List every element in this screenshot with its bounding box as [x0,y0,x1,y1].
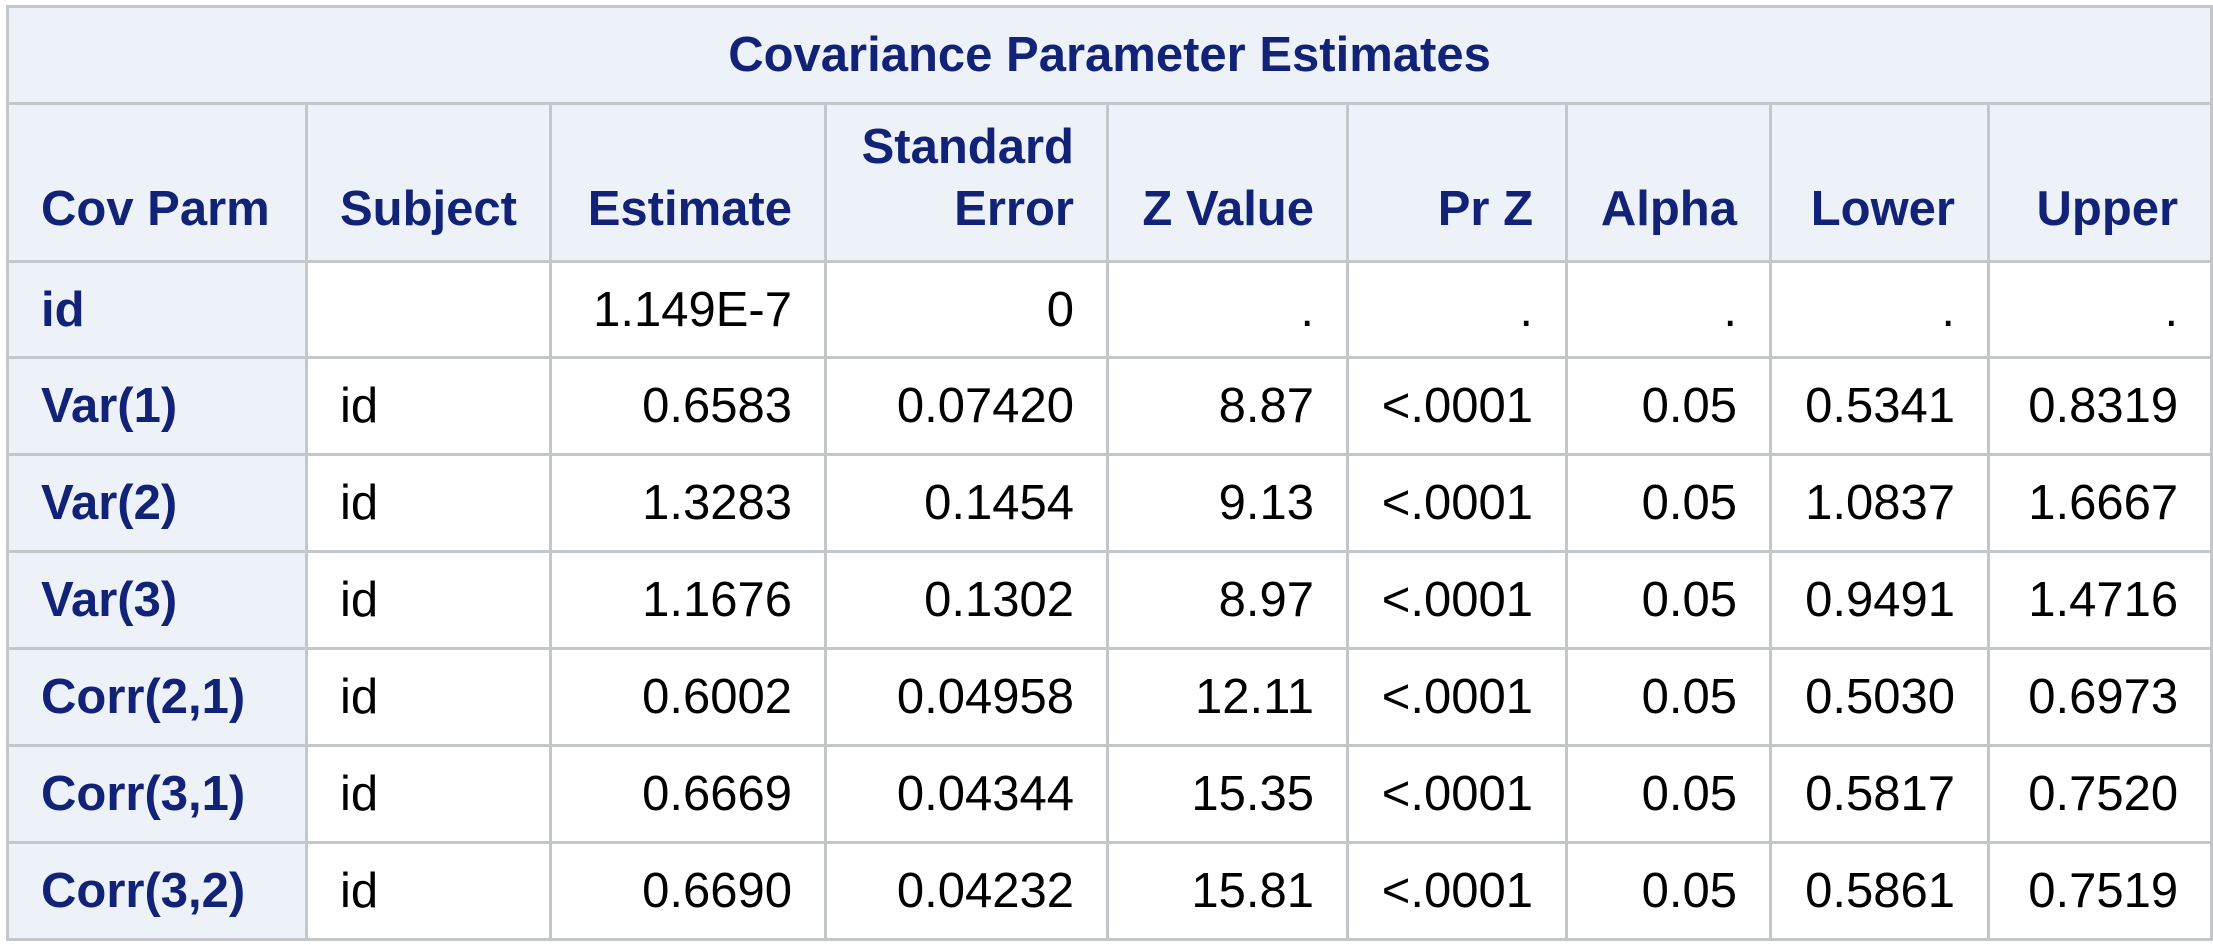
table-cell: 1.149E-7 [549,260,827,359]
table-cell: <.0001 [1346,453,1568,553]
table-cell: 12.11 [1106,647,1349,747]
table-cell: 0.1302 [824,550,1109,650]
table-cell: 0.9491 [1769,550,1990,650]
table-cell: id [305,841,552,941]
table-cell: 0.5030 [1769,647,1990,747]
covariance-parameter-table: Covariance Parameter Estimates Cov Parm … [5,5,2213,941]
row-header: Var(3) [6,550,308,650]
column-header-z-value: Z Value [1106,102,1349,263]
table-cell: 0.5817 [1769,744,1990,844]
table-row: Corr(3,2) id 0.6690 0.04232 15.81 <.0001… [6,841,2213,941]
table-cell: 0.6669 [549,744,827,844]
table-cell [305,260,552,359]
table-cell: 8.97 [1106,550,1349,650]
row-header: Var(1) [6,356,308,456]
table-cell: 1.0837 [1769,453,1990,553]
column-header-standard-error: Standard Error [824,102,1109,263]
column-header-estimate: Estimate [549,102,827,263]
column-header-row: Cov Parm Subject Estimate Standard Error… [6,102,2213,263]
table-cell: 0.6690 [549,841,827,941]
table-row: Corr(2,1) id 0.6002 0.04958 12.11 <.0001… [6,647,2213,747]
table-row: Corr(3,1) id 0.6669 0.04344 15.35 <.0001… [6,744,2213,844]
table-cell: 1.6667 [1986,453,2213,553]
table-cell: <.0001 [1346,841,1568,941]
table-cell: . [1769,260,1990,359]
table-cell: . [1346,260,1568,359]
table-wrapper: Covariance Parameter Estimates Cov Parm … [5,5,2213,941]
table-cell: 0.07420 [824,356,1109,456]
table-cell: . [1106,260,1349,359]
table-cell: id [305,647,552,747]
table-cell: 0.05 [1565,453,1772,553]
table-cell: 0.8319 [1986,356,2213,456]
table-row: Var(3) id 1.1676 0.1302 8.97 <.0001 0.05… [6,550,2213,650]
table-cell: <.0001 [1346,647,1568,747]
table-cell: 0.05 [1565,647,1772,747]
table-cell: . [1986,260,2213,359]
table-cell: 0 [824,260,1109,359]
table-cell: id [305,453,552,553]
column-header-line2: Z Value [1142,182,1314,236]
table-cell: 1.1676 [549,550,827,650]
column-header-lower: Lower [1769,102,1990,263]
column-header-line2: Upper [2036,182,2179,236]
table-title: Covariance Parameter Estimates [5,5,2213,105]
table-cell: 0.6583 [549,356,827,456]
row-header: Corr(3,1) [6,744,308,844]
table-cell: <.0001 [1346,744,1568,844]
table-cell: id [305,550,552,650]
table-cell: <.0001 [1346,550,1568,650]
column-header-subject: Subject [305,102,552,263]
column-header-line2: Error [954,182,1074,236]
column-header-line2: Cov Parm [41,182,270,236]
column-header-cov-parm: Cov Parm [6,102,308,263]
table-cell: id [305,356,552,456]
table-cell: 1.4716 [1986,550,2213,650]
table-cell: 0.7519 [1986,841,2213,941]
table-cell: 0.05 [1565,841,1772,941]
table-row: Var(1) id 0.6583 0.07420 8.87 <.0001 0.0… [6,356,2213,456]
column-header-line1: Standard [861,120,1074,174]
column-header-line2: Estimate [587,182,792,236]
column-header-line2: Alpha [1600,182,1737,236]
row-header: Corr(3,2) [6,841,308,941]
table-cell: 1.3283 [549,453,827,553]
table-cell: . [1565,260,1772,359]
table-cell: 0.5861 [1769,841,1990,941]
row-header: Var(2) [6,453,308,553]
table-cell: 0.5341 [1769,356,1990,456]
table-cell: <.0001 [1346,356,1568,456]
table-cell: 0.04232 [824,841,1109,941]
column-header-alpha: Alpha [1565,102,1772,263]
row-header: Corr(2,1) [6,647,308,747]
table-cell: 8.87 [1106,356,1349,456]
table-cell: 15.35 [1106,744,1349,844]
column-header-line2: Lower [1810,182,1955,236]
table-cell: 15.81 [1106,841,1349,941]
table-row: id 1.149E-7 0 . . . . . [6,260,2213,359]
table-cell: 0.05 [1565,744,1772,844]
table-row: Var(2) id 1.3283 0.1454 9.13 <.0001 0.05… [6,453,2213,553]
column-header-upper: Upper [1986,102,2213,263]
table-cell: 0.04344 [824,744,1109,844]
table-cell: 0.6002 [549,647,827,747]
column-header-line2: Pr Z [1437,182,1533,236]
table-cell: 0.7520 [1986,744,2213,844]
table-cell: 9.13 [1106,453,1349,553]
table-cell: 0.05 [1565,550,1772,650]
table-cell: 0.04958 [824,647,1109,747]
table-cell: 0.05 [1565,356,1772,456]
table-cell: 0.6973 [1986,647,2213,747]
table-cell: 0.1454 [824,453,1109,553]
row-header: id [6,260,308,359]
column-header-pr-z: Pr Z [1346,102,1568,263]
column-header-line2: Subject [340,182,517,236]
table-cell: id [305,744,552,844]
